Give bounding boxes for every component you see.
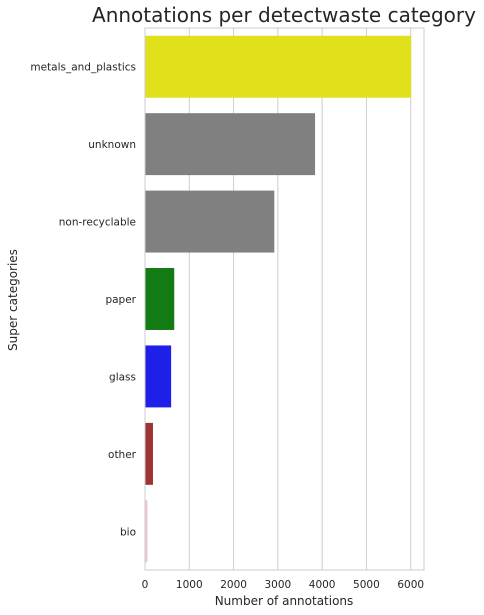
x-tick-label: 1000 [176,579,203,591]
bars [145,35,412,563]
y-tick-label: bio [120,526,136,538]
y-axis-label: Super categories [6,249,20,351]
y-tick-label: non-recyclable [59,217,136,229]
bar-glass [145,345,172,408]
x-tick-label: 3000 [264,579,291,591]
x-tick-label: 6000 [397,579,424,591]
x-tick-label: 4000 [309,579,336,591]
chart-title: Annotations per detectwaste category [92,3,476,27]
bar-other [145,422,153,485]
gridlines [144,28,412,570]
plot-frame [144,27,425,571]
x-axis-label: Number of annotations [215,594,354,608]
x-tick-label: 0 [142,579,149,591]
y-tick-label: other [108,449,137,461]
bar-unknown [145,113,316,176]
bar-paper [145,268,175,330]
x-tick-label: 5000 [353,579,380,591]
plot-border [144,27,425,571]
x-tick-label: 2000 [220,579,247,591]
bar-non-recyclable [145,190,275,253]
y-tick-label: glass [109,371,136,383]
x-tick-labels: 0 1000 2000 3000 4000 5000 6000 [142,579,424,591]
bar-metals-and-plastics [145,35,412,98]
bar-bio [145,500,148,563]
y-tick-label: unknown [88,139,136,151]
y-tick-label: metals_and_plastics [30,62,136,74]
y-tick-label: paper [105,294,136,306]
